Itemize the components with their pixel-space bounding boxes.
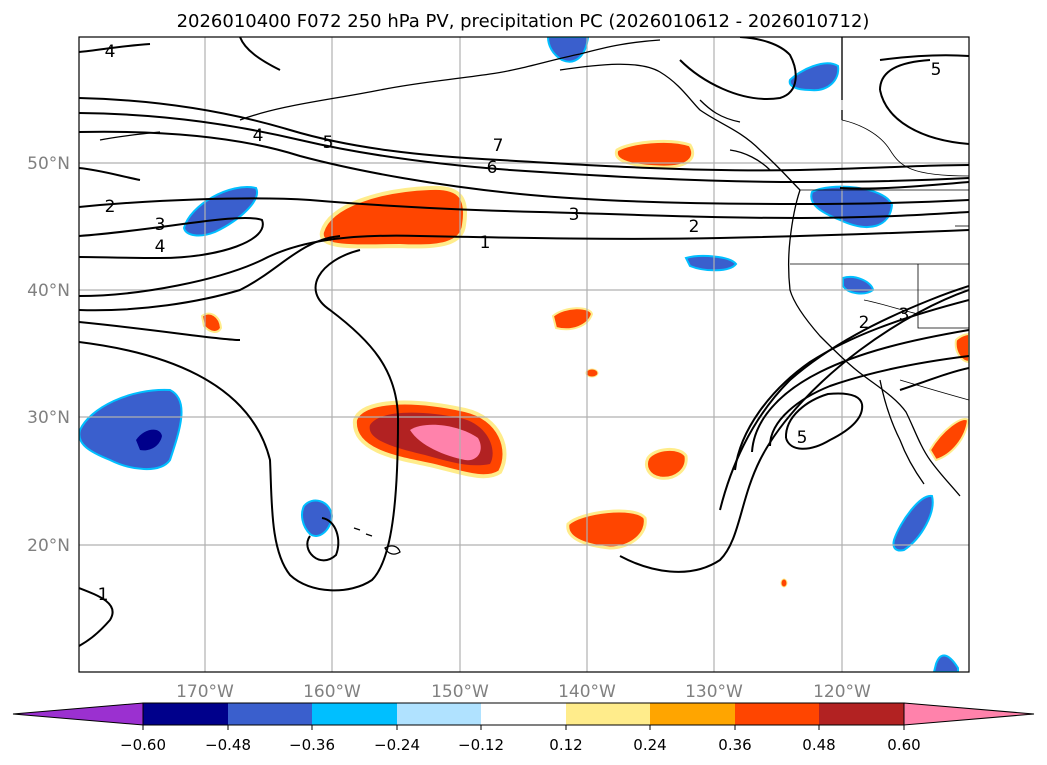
lat-label: 20°N [27, 536, 70, 556]
contour-label: 2 [859, 313, 870, 333]
pv-contours [79, 37, 969, 647]
contour-label: 2 [105, 197, 116, 217]
lon-label: 150°W [431, 682, 489, 702]
colorbar-tick-label: 0.60 [887, 736, 920, 754]
contour-label: 2 [689, 217, 700, 237]
contour-label: 3 [569, 205, 580, 225]
colorbar-tick-label: −0.12 [458, 736, 504, 754]
lon-label: 140°W [558, 682, 616, 702]
colorbar-bin [819, 703, 904, 725]
colorbar-bin [481, 703, 566, 725]
coastlines [99, 37, 961, 555]
lat-label: 40°N [27, 281, 70, 301]
colorbar-extend-high [903, 702, 1035, 726]
latitude-labels: 50°N 40°N 30°N 20°N [27, 154, 70, 556]
precip-negative-areas [79, 37, 959, 672]
lat-label: 30°N [27, 408, 70, 428]
colorbar-bin [650, 703, 735, 725]
contour-label: 7 [493, 136, 504, 156]
colorbar-tick-label: −0.48 [205, 736, 251, 754]
colorbar-tick-label: 0.48 [802, 736, 835, 754]
colorbar: −0.60 −0.48 −0.36 −0.24 −0.12 0.12 0.24 … [12, 702, 1035, 754]
contour-label: 6 [487, 158, 498, 178]
colorbar-extend-low [12, 702, 144, 726]
lat-label: 50°N [27, 154, 70, 174]
contour-label: 1 [480, 233, 491, 253]
colorbar-bin [143, 703, 228, 725]
contour-label: 5 [797, 428, 808, 448]
country-borders [790, 119, 969, 401]
colorbar-bin [228, 703, 312, 725]
contour-label: 5 [931, 60, 942, 80]
lon-label: 120°W [813, 682, 871, 702]
colorbar-tick-label: 0.24 [633, 736, 666, 754]
contour-label: 1 [98, 585, 109, 605]
contour-label: 5 [323, 133, 334, 153]
colorbar-bin [397, 703, 481, 725]
contour-label: 3 [155, 215, 166, 235]
colorbar-tick-label: 0.36 [718, 736, 751, 754]
colorbar-bin [312, 703, 397, 725]
colorbar-bin [735, 703, 819, 725]
colorbar-tick-label: −0.60 [120, 736, 166, 754]
colorbar-bin [566, 703, 650, 725]
longitude-labels: 170°W 160°W 150°W 140°W 130°W 120°W [176, 682, 871, 702]
contour-labels: 4 4 5 7 6 2 3 4 3 2 1 1 2 3 5 5 [98, 42, 942, 605]
colorbar-tick-label: −0.36 [289, 736, 335, 754]
map-panel: 4 4 5 7 6 2 3 4 3 2 1 1 2 3 5 5 [79, 37, 969, 672]
contour-label: 4 [105, 42, 116, 62]
map-frame [78, 36, 970, 673]
colorbar-tick-label: 0.12 [549, 736, 582, 754]
contour-label: 4 [253, 126, 264, 146]
lon-label: 160°W [303, 682, 361, 702]
contour-label: 3 [899, 305, 910, 325]
colorbar-tick-label: −0.24 [374, 736, 420, 754]
gridlines [79, 37, 969, 672]
contour-label: 4 [155, 237, 166, 257]
lon-label: 170°W [176, 682, 234, 702]
figure-title: 2026010400 F072 250 hPa PV, precipitatio… [177, 11, 870, 32]
lon-label: 130°W [685, 682, 743, 702]
